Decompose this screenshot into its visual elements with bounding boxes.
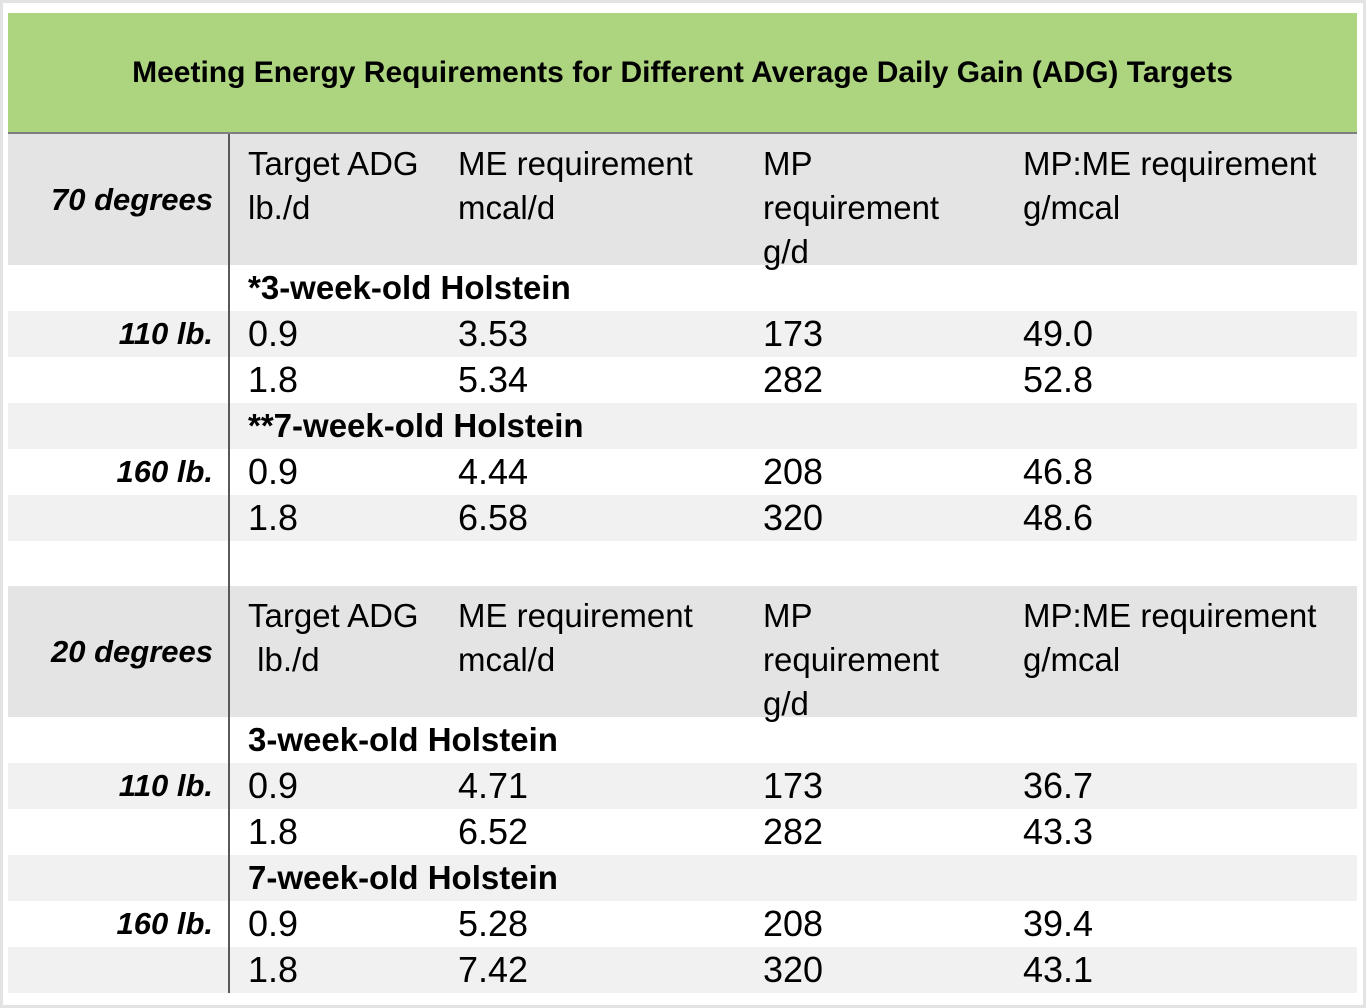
breed-subheader-row: *3-week-old Holstein: [8, 265, 1357, 311]
page-title: Meeting Energy Requirements for Differen…: [132, 55, 1233, 89]
cell-me: 5.34: [458, 359, 529, 400]
temperature-label: 70 degrees: [51, 181, 213, 217]
title-banner: Meeting Energy Requirements for Differen…: [8, 13, 1357, 134]
weight-label: 110 lb.: [118, 316, 213, 351]
section-gap: [8, 541, 1357, 586]
cell-me: 7.42: [458, 949, 529, 990]
cell-mpme: 43.1: [1023, 949, 1094, 990]
weight-label: 160 lb.: [116, 454, 214, 489]
cell-target-adg: 1.8: [248, 811, 299, 852]
cell-me: 6.58: [458, 497, 529, 538]
cell-mp: 282: [763, 359, 824, 400]
cell-mp: 208: [763, 903, 824, 944]
column-header-target-adg: Target ADG lb./d: [248, 145, 419, 226]
data-row: 1.8 6.58 320 48.6: [8, 495, 1357, 541]
breed-subheader-row: 3-week-old Holstein: [8, 717, 1357, 763]
cell-me: 5.28: [458, 903, 529, 944]
cell-target-adg: 0.9: [248, 765, 299, 806]
cell-mp: 320: [763, 497, 824, 538]
cell-me: 4.71: [458, 765, 529, 806]
data-row: 110 lb. 0.9 4.71 173 36.7: [8, 763, 1357, 809]
temperature-label: 20 degrees: [51, 633, 213, 669]
cell-mp: 173: [763, 765, 824, 806]
cell-me: 6.52: [458, 811, 529, 852]
column-header-mpme: MP:ME requirement g/mcal: [1023, 597, 1317, 678]
cell-mpme: 39.4: [1023, 903, 1094, 944]
data-row: 1.8 6.52 282 43.3: [8, 809, 1357, 855]
data-row: 160 lb. 0.9 4.44 208 46.8: [8, 449, 1357, 495]
cell-target-adg: 1.8: [248, 497, 299, 538]
breed-subheader-row: 7-week-old Holstein: [8, 855, 1357, 901]
column-header-mp: MP requirement g/d: [763, 145, 940, 270]
vertical-divider: [228, 134, 230, 993]
cell-me: 4.44: [458, 451, 529, 492]
breed-subheader: **7-week-old Holstein: [248, 407, 584, 444]
section-header-row-70: 70 degrees Target ADG lb./d ME requireme…: [8, 134, 1357, 270]
cell-target-adg: 0.9: [248, 451, 299, 492]
cell-target-adg: 1.8: [248, 359, 299, 400]
cell-mp: 320: [763, 949, 824, 990]
cell-mpme: 36.7: [1023, 765, 1094, 806]
weight-label: 160 lb.: [116, 906, 214, 941]
section-header-row-20: 20 degrees Target ADG lb./d ME requireme…: [8, 586, 1357, 722]
cell-mp: 173: [763, 313, 824, 354]
cell-target-adg: 0.9: [248, 313, 299, 354]
cell-mpme: 49.0: [1023, 313, 1094, 354]
breed-subheader: 3-week-old Holstein: [248, 721, 558, 758]
weight-label: 110 lb.: [118, 768, 213, 803]
breed-subheader-row: **7-week-old Holstein: [8, 403, 1357, 449]
cell-target-adg: 1.8: [248, 949, 299, 990]
cell-mpme: 48.6: [1023, 497, 1094, 538]
cell-mpme: 46.8: [1023, 451, 1094, 492]
cell-mp: 282: [763, 811, 824, 852]
column-header-mp: MP requirement g/d: [763, 597, 940, 722]
cell-me: 3.53: [458, 313, 529, 354]
cell-mpme: 52.8: [1023, 359, 1094, 400]
cell-target-adg: 0.9: [248, 903, 299, 944]
data-row: 1.8 7.42 320 43.1: [8, 947, 1357, 993]
breed-subheader: 7-week-old Holstein: [248, 859, 558, 896]
column-header-me: ME requirement mcal/d: [458, 597, 693, 678]
data-row: 1.8 5.34 282 52.8: [8, 357, 1357, 403]
column-header-me: ME requirement mcal/d: [458, 145, 693, 226]
cell-mp: 208: [763, 451, 824, 492]
table: 70 degrees Target ADG lb./d ME requireme…: [8, 134, 1357, 993]
data-row: 110 lb. 0.9 3.53 173 49.0: [8, 311, 1357, 357]
data-row: 160 lb. 0.9 5.28 208 39.4: [8, 901, 1357, 947]
breed-subheader: *3-week-old Holstein: [248, 269, 571, 306]
column-header-mpme: MP:ME requirement g/mcal: [1023, 145, 1317, 226]
cell-mpme: 43.3: [1023, 811, 1094, 852]
column-header-target-adg: Target ADG lb./d: [248, 597, 419, 678]
